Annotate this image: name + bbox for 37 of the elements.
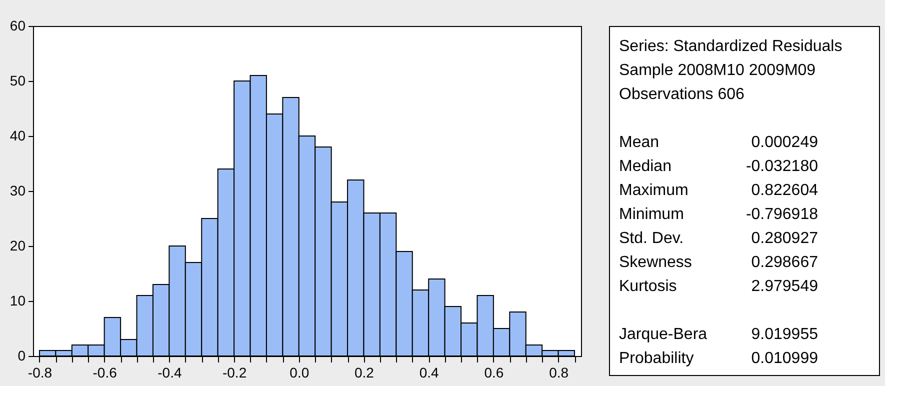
x-tick-label: 0.4 (419, 364, 440, 380)
text: 9.019955 (751, 326, 818, 343)
text: Sample 2008M10 2009M09 (619, 62, 816, 79)
text: Series: Standardized Residuals (619, 38, 842, 55)
x-tick-label: -0.8 (28, 364, 52, 380)
text: 0.822604 (751, 182, 818, 199)
text: Jarque-Bera (619, 326, 708, 343)
text: Mean (619, 134, 660, 151)
text: Skewness (619, 254, 692, 271)
text: Maximum (619, 182, 688, 199)
text: 0.000249 (751, 134, 818, 151)
text: -0.032180 (746, 158, 818, 175)
x-tick-label: 0.8 (549, 364, 569, 380)
text: 0.280927 (751, 230, 818, 247)
text: Median (619, 158, 672, 175)
text: 2.979549 (751, 278, 818, 295)
text: Observations 606 (619, 86, 745, 103)
text: Kurtosis (619, 278, 677, 295)
y-tick-label: 20 (10, 238, 26, 254)
x-tick-label: 0.0 (290, 364, 310, 380)
text: 0.010999 (751, 350, 818, 367)
x-tick-label: 0.2 (354, 364, 374, 380)
y-tick-label: 0 (18, 348, 26, 364)
y-tick-label: 30 (10, 182, 26, 198)
x-tick-label: -0.6 (92, 364, 118, 380)
y-tick-label: 40 (10, 128, 26, 144)
y-tick-label: 10 (10, 292, 26, 308)
y-tick-label: 60 (10, 18, 26, 34)
y-tick-label: 50 (10, 72, 26, 88)
text: Std. Dev. (619, 230, 684, 247)
text: -0.796918 (746, 206, 818, 223)
text: 0.298667 (751, 254, 818, 271)
x-tick-label: -0.2 (222, 364, 247, 380)
text: Minimum (619, 206, 684, 223)
x-tick-label: -0.4 (158, 364, 182, 380)
text: Probability (619, 350, 694, 367)
x-tick-label: 0.6 (484, 364, 504, 380)
